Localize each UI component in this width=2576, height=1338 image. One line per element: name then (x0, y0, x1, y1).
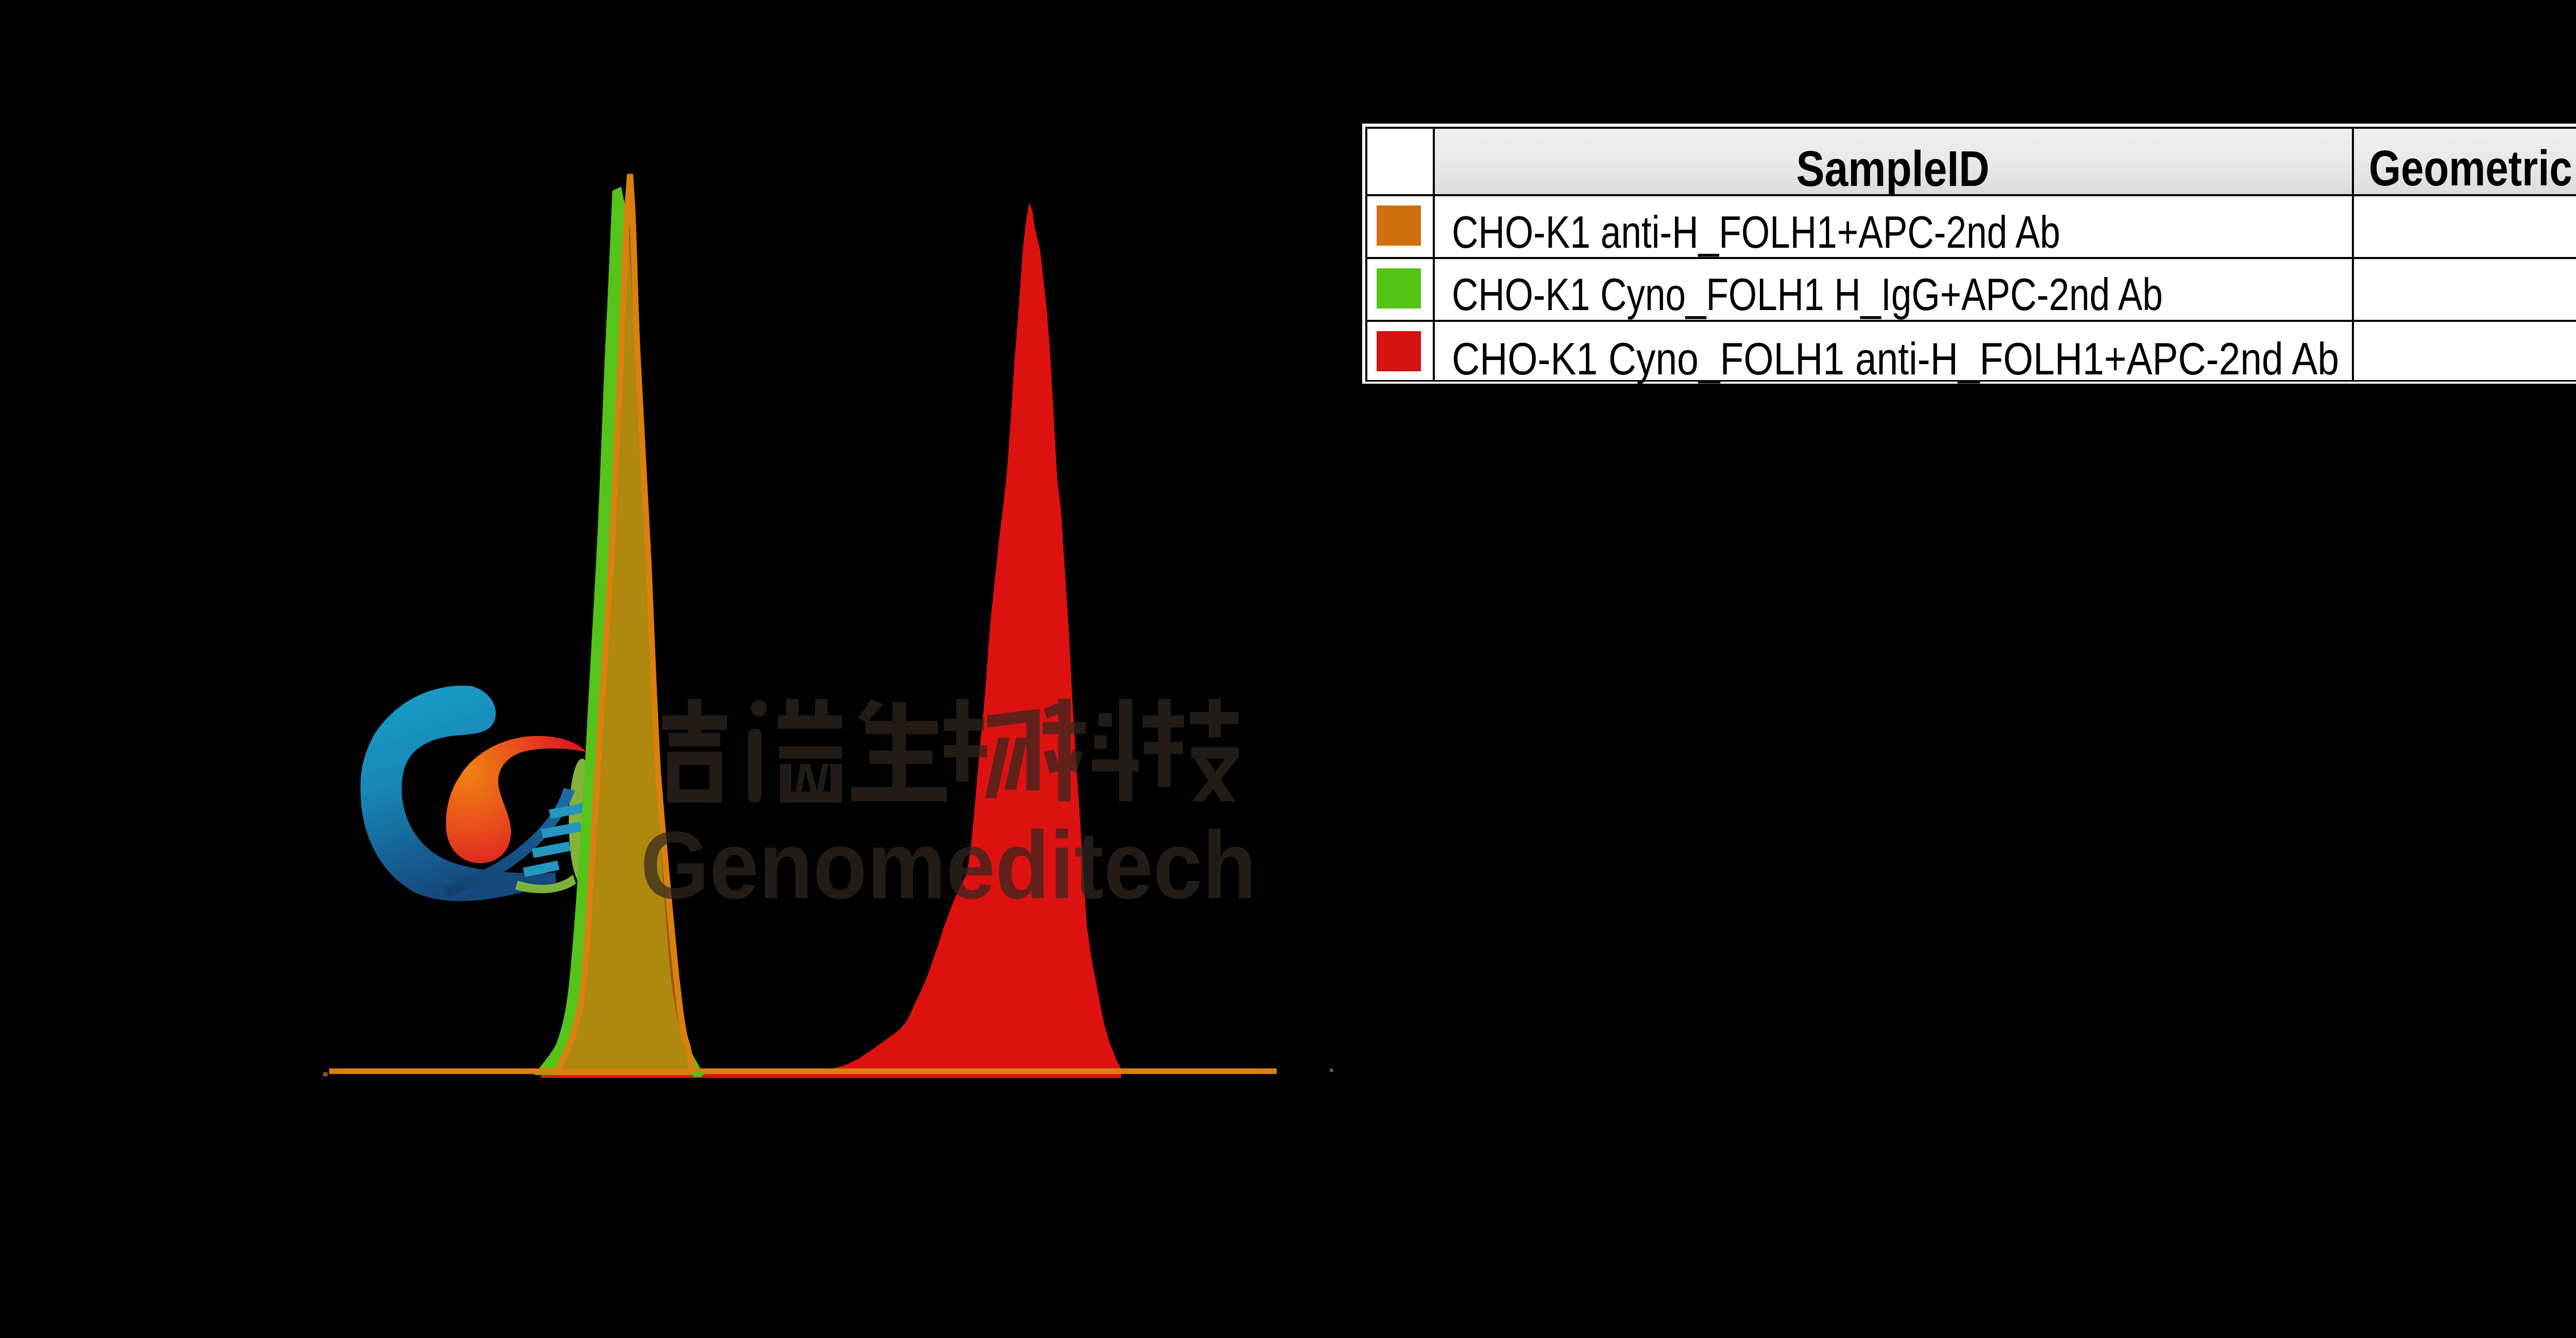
svg-text:SampleID: SampleID (1797, 141, 1990, 197)
svg-text:CHO-K1 anti-H_FOLH1+APC-2nd Ab: CHO-K1 anti-H_FOLH1+APC-2nd Ab (1452, 207, 2060, 258)
svg-text:Geometric Mean : FL11-H: Geometric Mean : FL11-H (2369, 140, 2576, 196)
svg-text:CHO-K1 Cyno_FOLH1 H_IgG+APC-2n: CHO-K1 Cyno_FOLH1 H_IgG+APC-2nd Ab (1452, 269, 2163, 320)
svg-text:CHO-K1 Cyno_FOLH1 anti-H_FOLH1: CHO-K1 Cyno_FOLH1 anti-H_FOLH1+APC-2nd A… (1452, 333, 2339, 384)
svg-text:Genomeditech: Genomeditech (640, 812, 1257, 919)
